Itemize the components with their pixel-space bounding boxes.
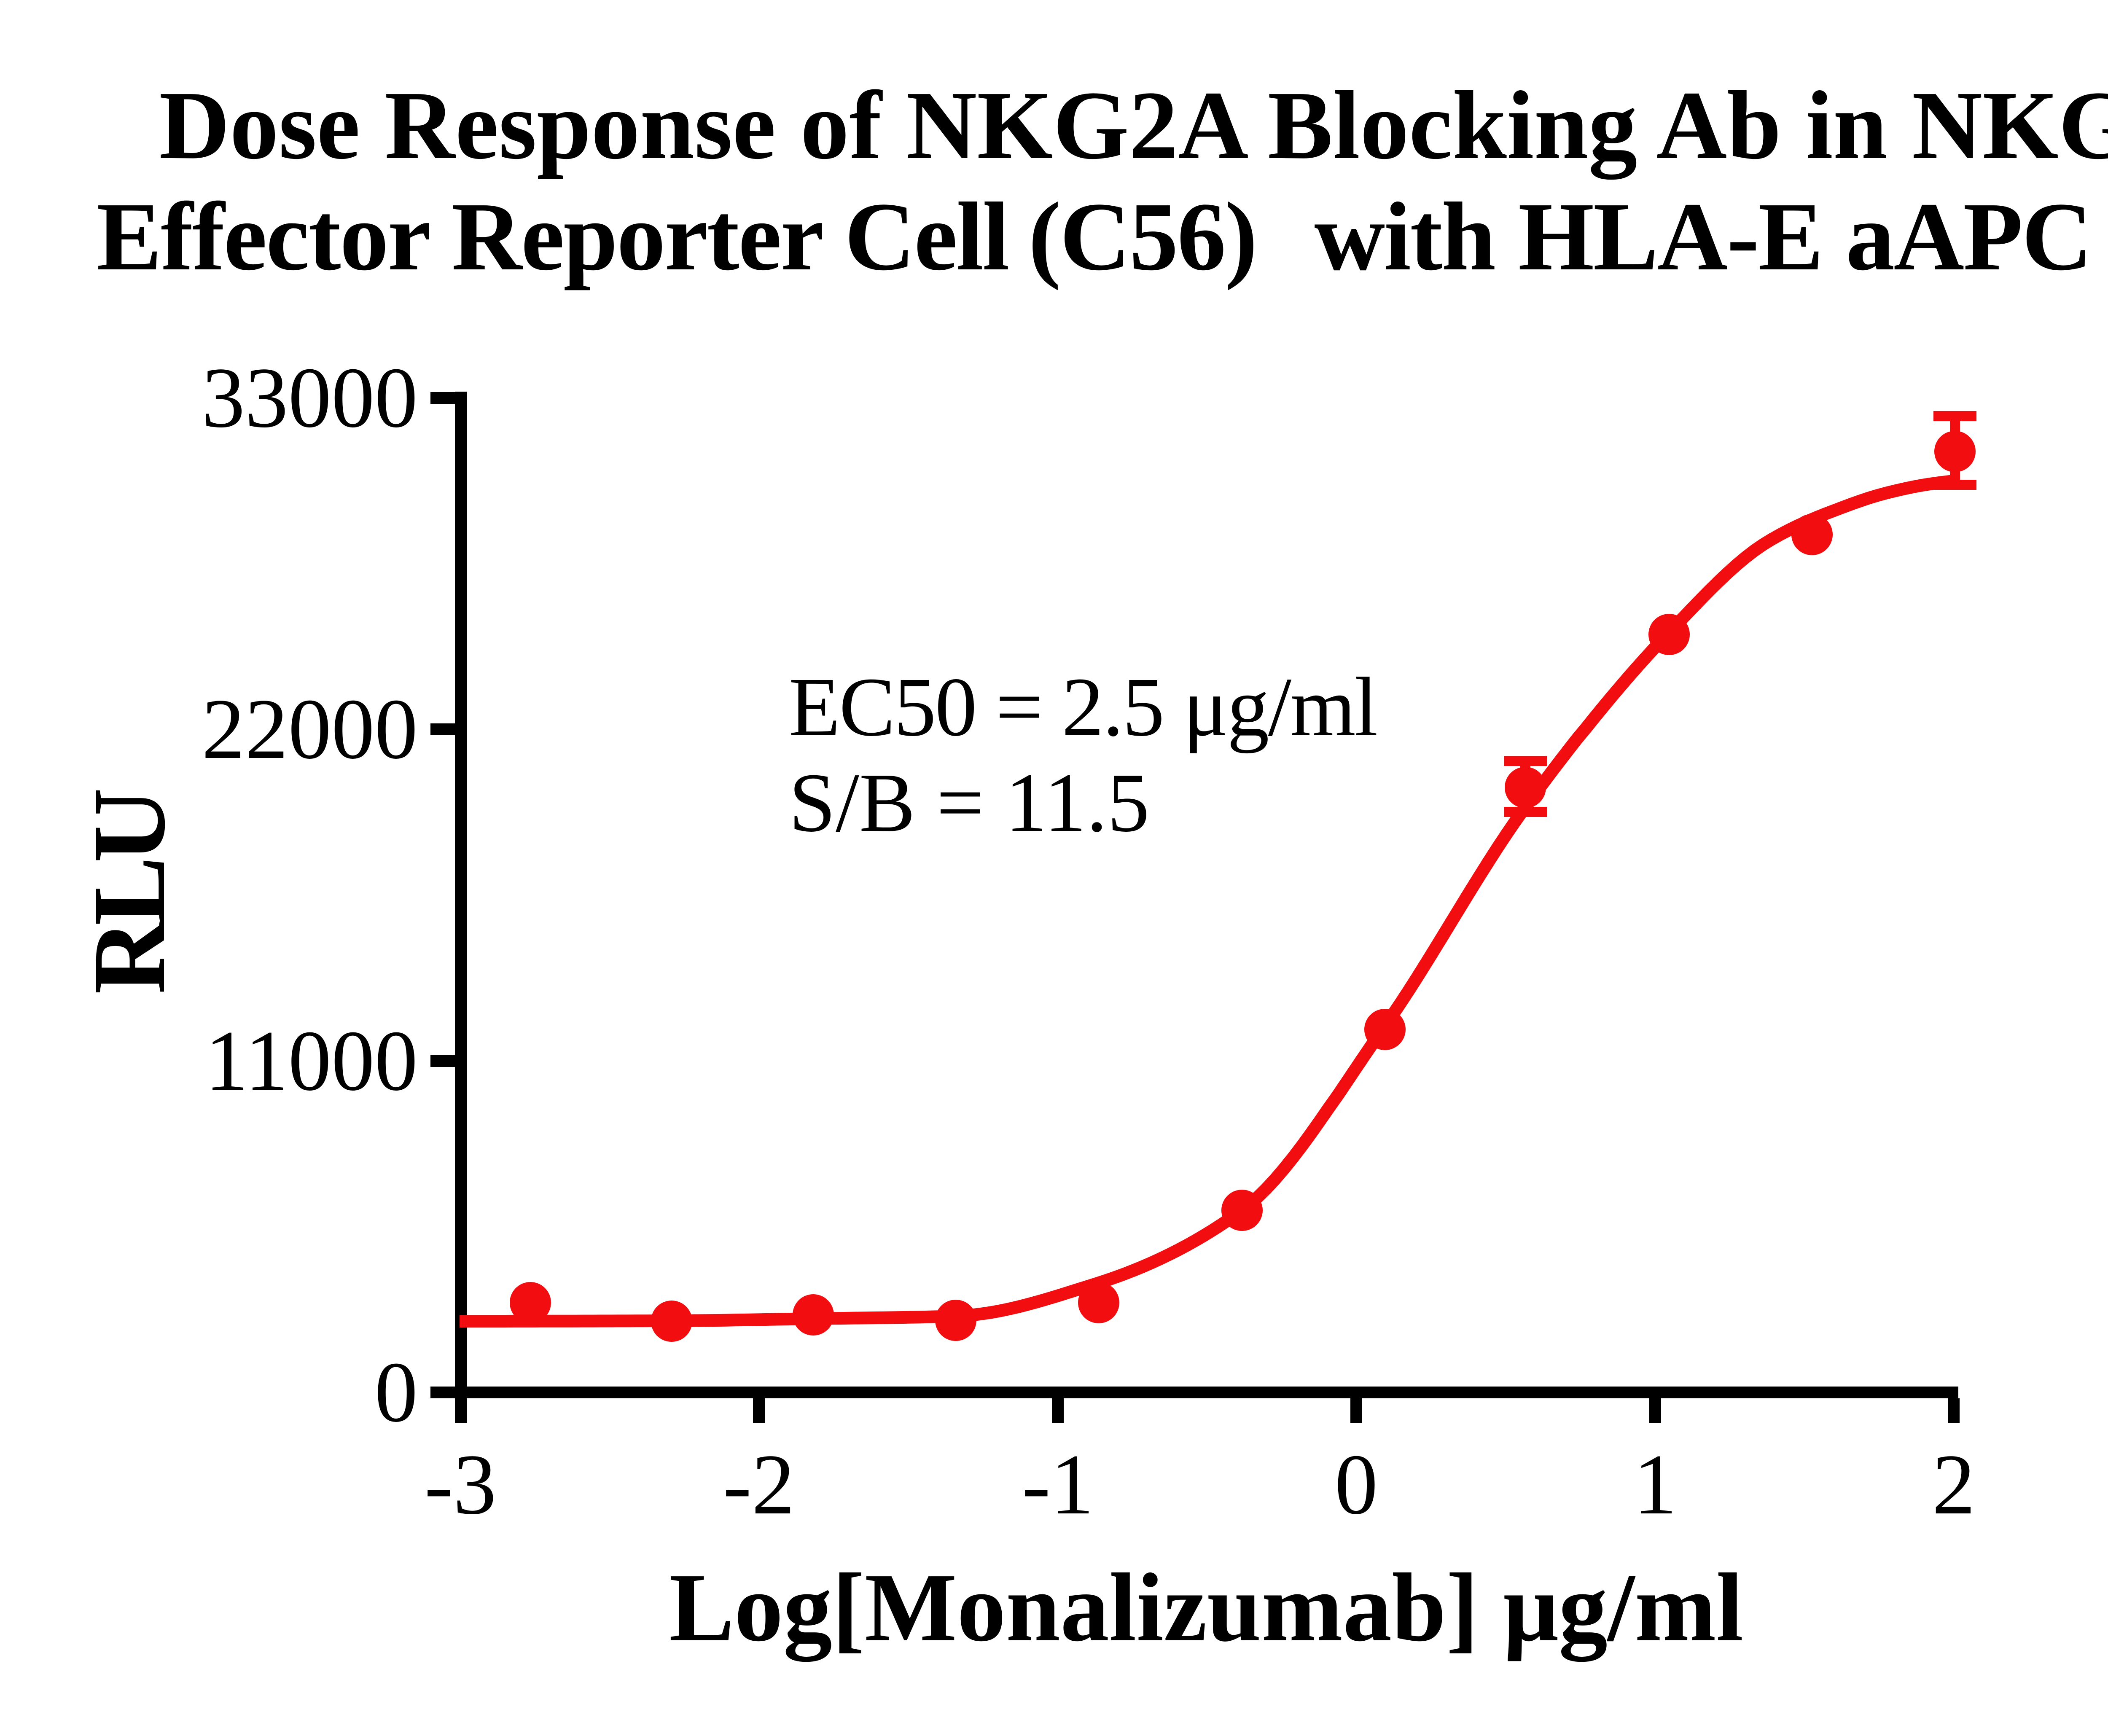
svg-text:RLU: RLU — [72, 790, 187, 994]
svg-text:S/B = 11.5: S/B = 11.5 — [789, 756, 1150, 849]
svg-text:1: 1 — [1634, 1437, 1677, 1532]
svg-text:-1: -1 — [1022, 1437, 1094, 1532]
svg-text:0: 0 — [1335, 1437, 1378, 1532]
svg-text:Effector Reporter Cell(C56) wi: Effector Reporter Cell (C56) with HLA-E a… — [97, 183, 2108, 291]
svg-text:-3: -3 — [425, 1437, 497, 1532]
svg-text:0: 0 — [375, 1344, 418, 1440]
svg-text:2: 2 — [1932, 1437, 1976, 1532]
svg-text:Dose Response of NKG2A Blockin: Dose Response of NKG2A Blocking Ab in NK… — [159, 71, 2108, 180]
svg-text:Log[Monalizumab] μg/ml: Log[Monalizumab] μg/ml — [669, 1553, 1743, 1662]
svg-text:33000: 33000 — [202, 350, 418, 446]
svg-text:11000: 11000 — [205, 1013, 418, 1109]
svg-text:EC50 = 2.5 μg/ml: EC50 = 2.5 μg/ml — [789, 661, 1377, 754]
svg-text:-2: -2 — [723, 1437, 795, 1532]
svg-text:22000: 22000 — [202, 681, 418, 777]
